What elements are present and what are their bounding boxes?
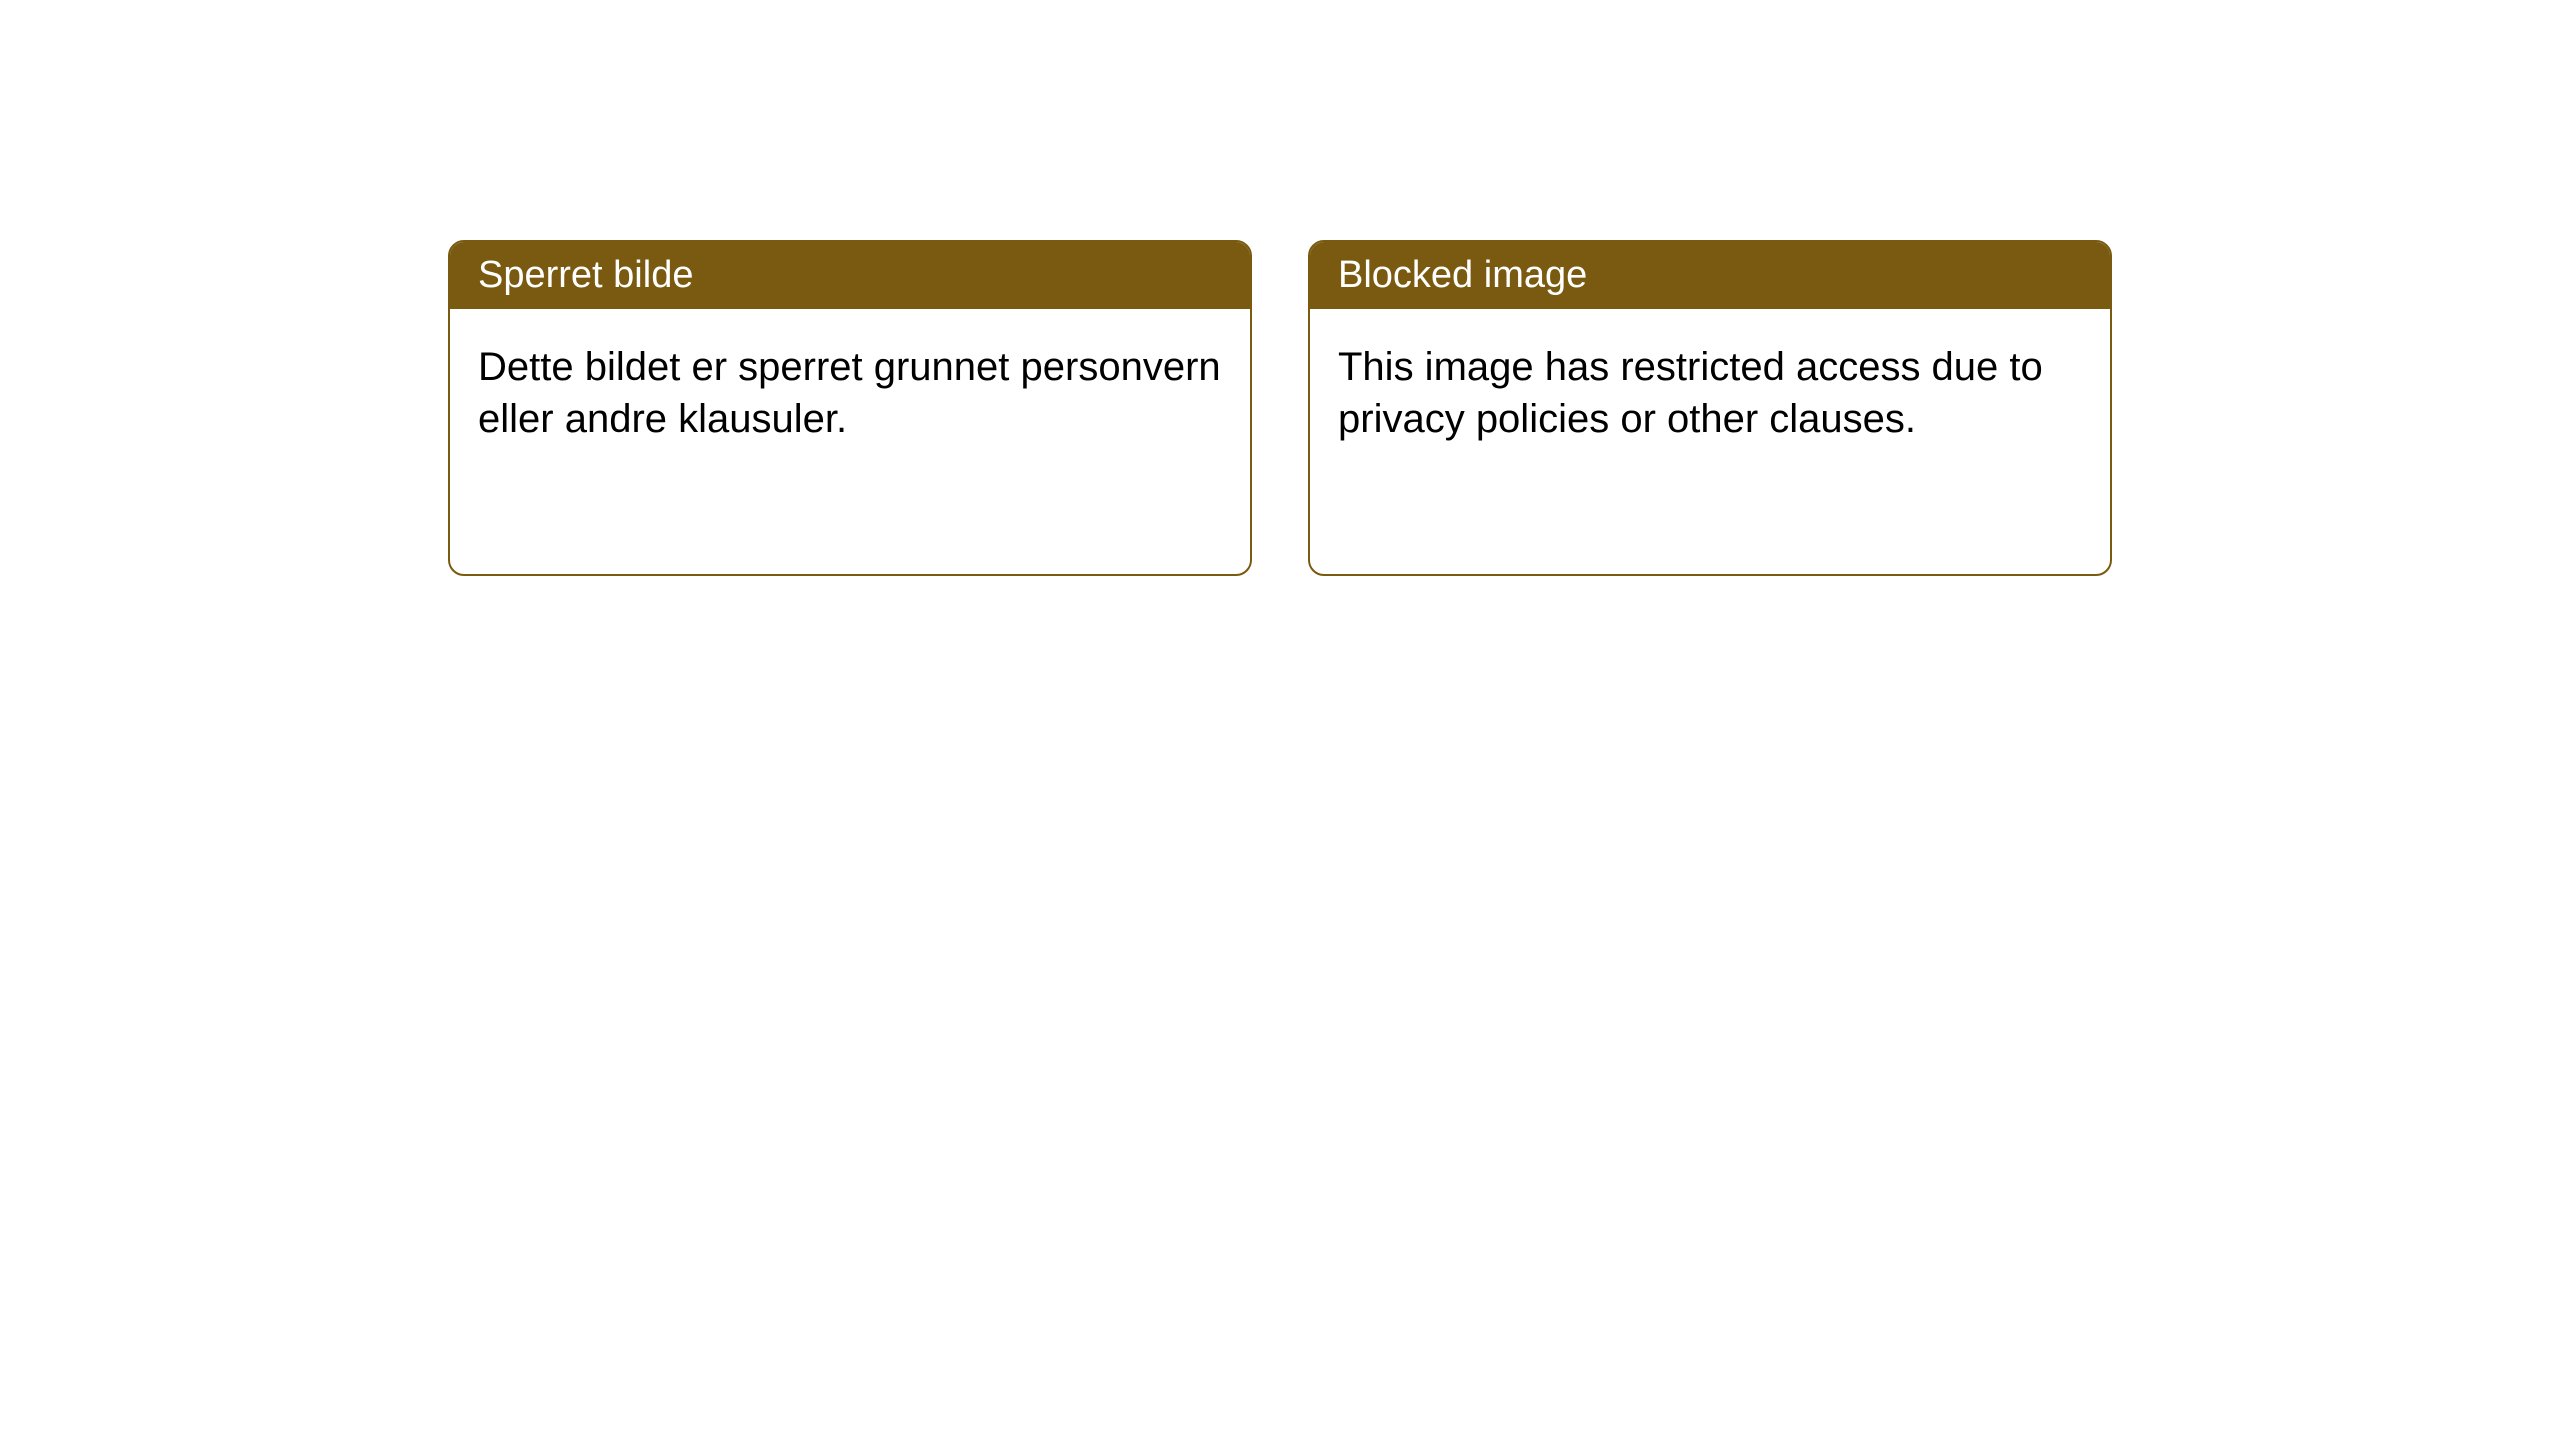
notice-container: Sperret bilde Dette bildet er sperret gr… bbox=[0, 0, 2560, 576]
notice-card-english: Blocked image This image has restricted … bbox=[1308, 240, 2112, 576]
notice-body-norwegian: Dette bildet er sperret grunnet personve… bbox=[450, 309, 1250, 477]
notice-card-norwegian: Sperret bilde Dette bildet er sperret gr… bbox=[448, 240, 1252, 576]
notice-title-norwegian: Sperret bilde bbox=[450, 242, 1250, 309]
notice-body-english: This image has restricted access due to … bbox=[1310, 309, 2110, 477]
notice-title-english: Blocked image bbox=[1310, 242, 2110, 309]
